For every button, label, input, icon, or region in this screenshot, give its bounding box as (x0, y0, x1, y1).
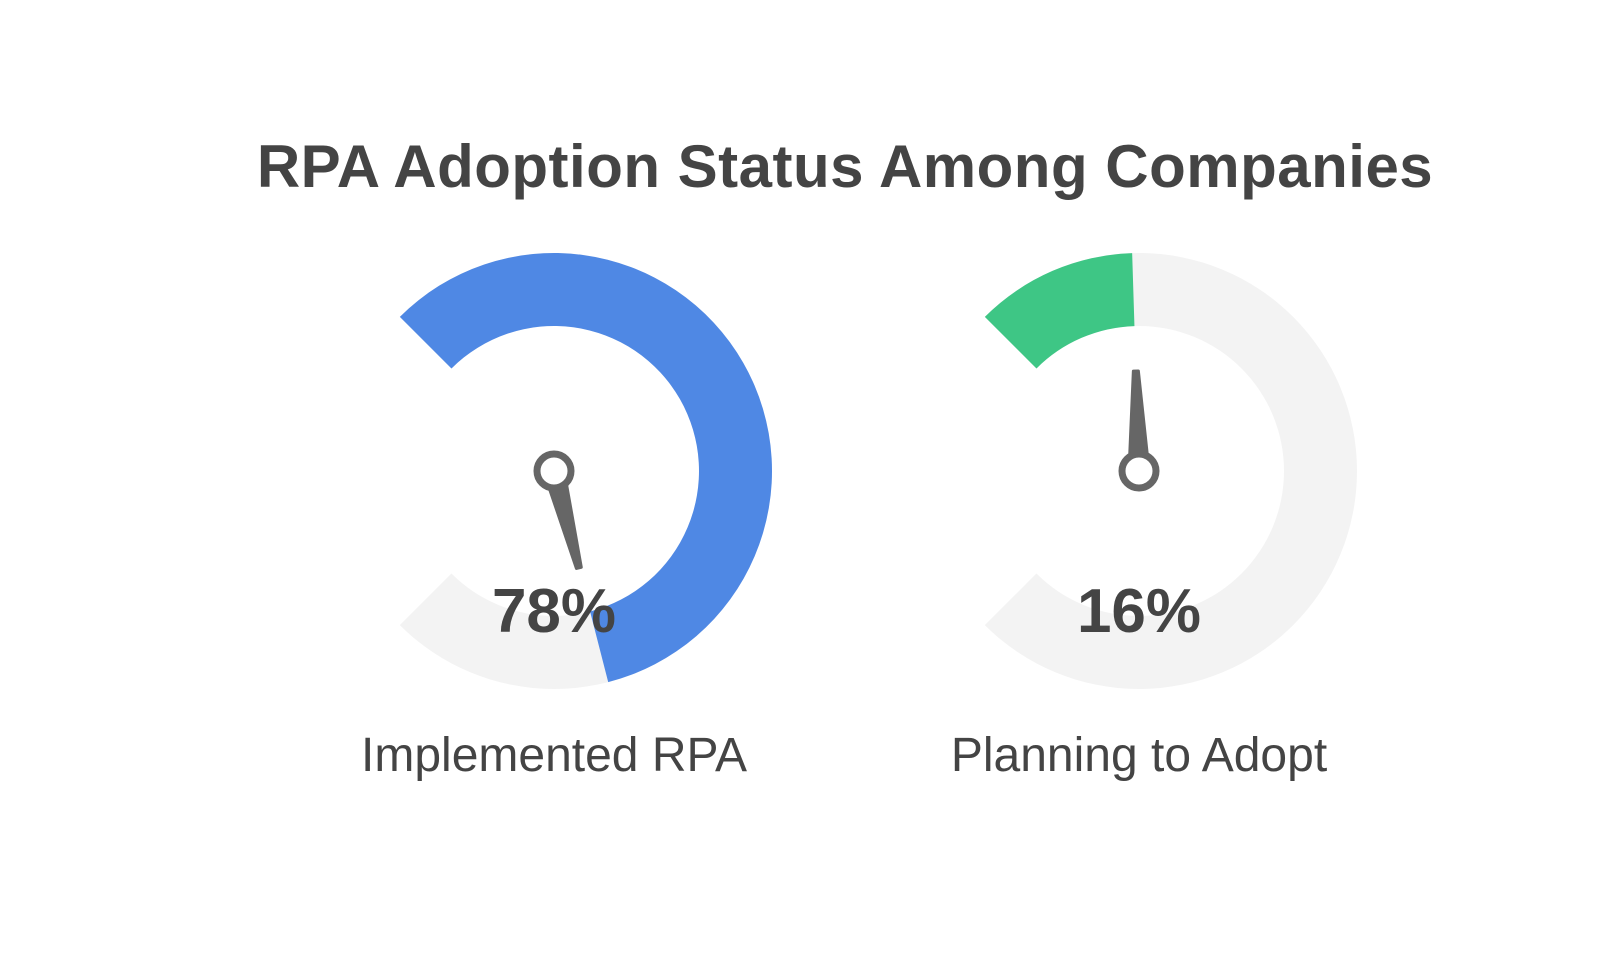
gauge-label: Planning to Adopt (951, 729, 1327, 782)
gauge-planning: 16% Planning to Adopt (951, 252, 1357, 782)
gauge-implemented: 78% Implemented RPA (361, 252, 772, 782)
gauge-hub (1118, 450, 1160, 492)
gauge-value: 16% (1077, 577, 1201, 646)
gauge-label: Implemented RPA (361, 729, 747, 782)
gauge-track (984, 252, 1357, 689)
gauge-hub (533, 450, 575, 492)
gauge-fill (984, 253, 1135, 369)
gauge-fill (399, 253, 772, 683)
gauge-value: 78% (492, 577, 616, 646)
chart-title: RPA Adoption Status Among Companies (256, 133, 1434, 200)
